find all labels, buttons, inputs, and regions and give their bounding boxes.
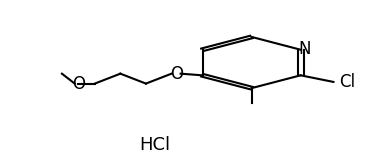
Text: O: O — [170, 65, 184, 83]
Text: N: N — [299, 40, 311, 58]
Text: O: O — [72, 75, 85, 93]
Text: HCl: HCl — [139, 136, 170, 154]
Text: Cl: Cl — [339, 73, 355, 91]
